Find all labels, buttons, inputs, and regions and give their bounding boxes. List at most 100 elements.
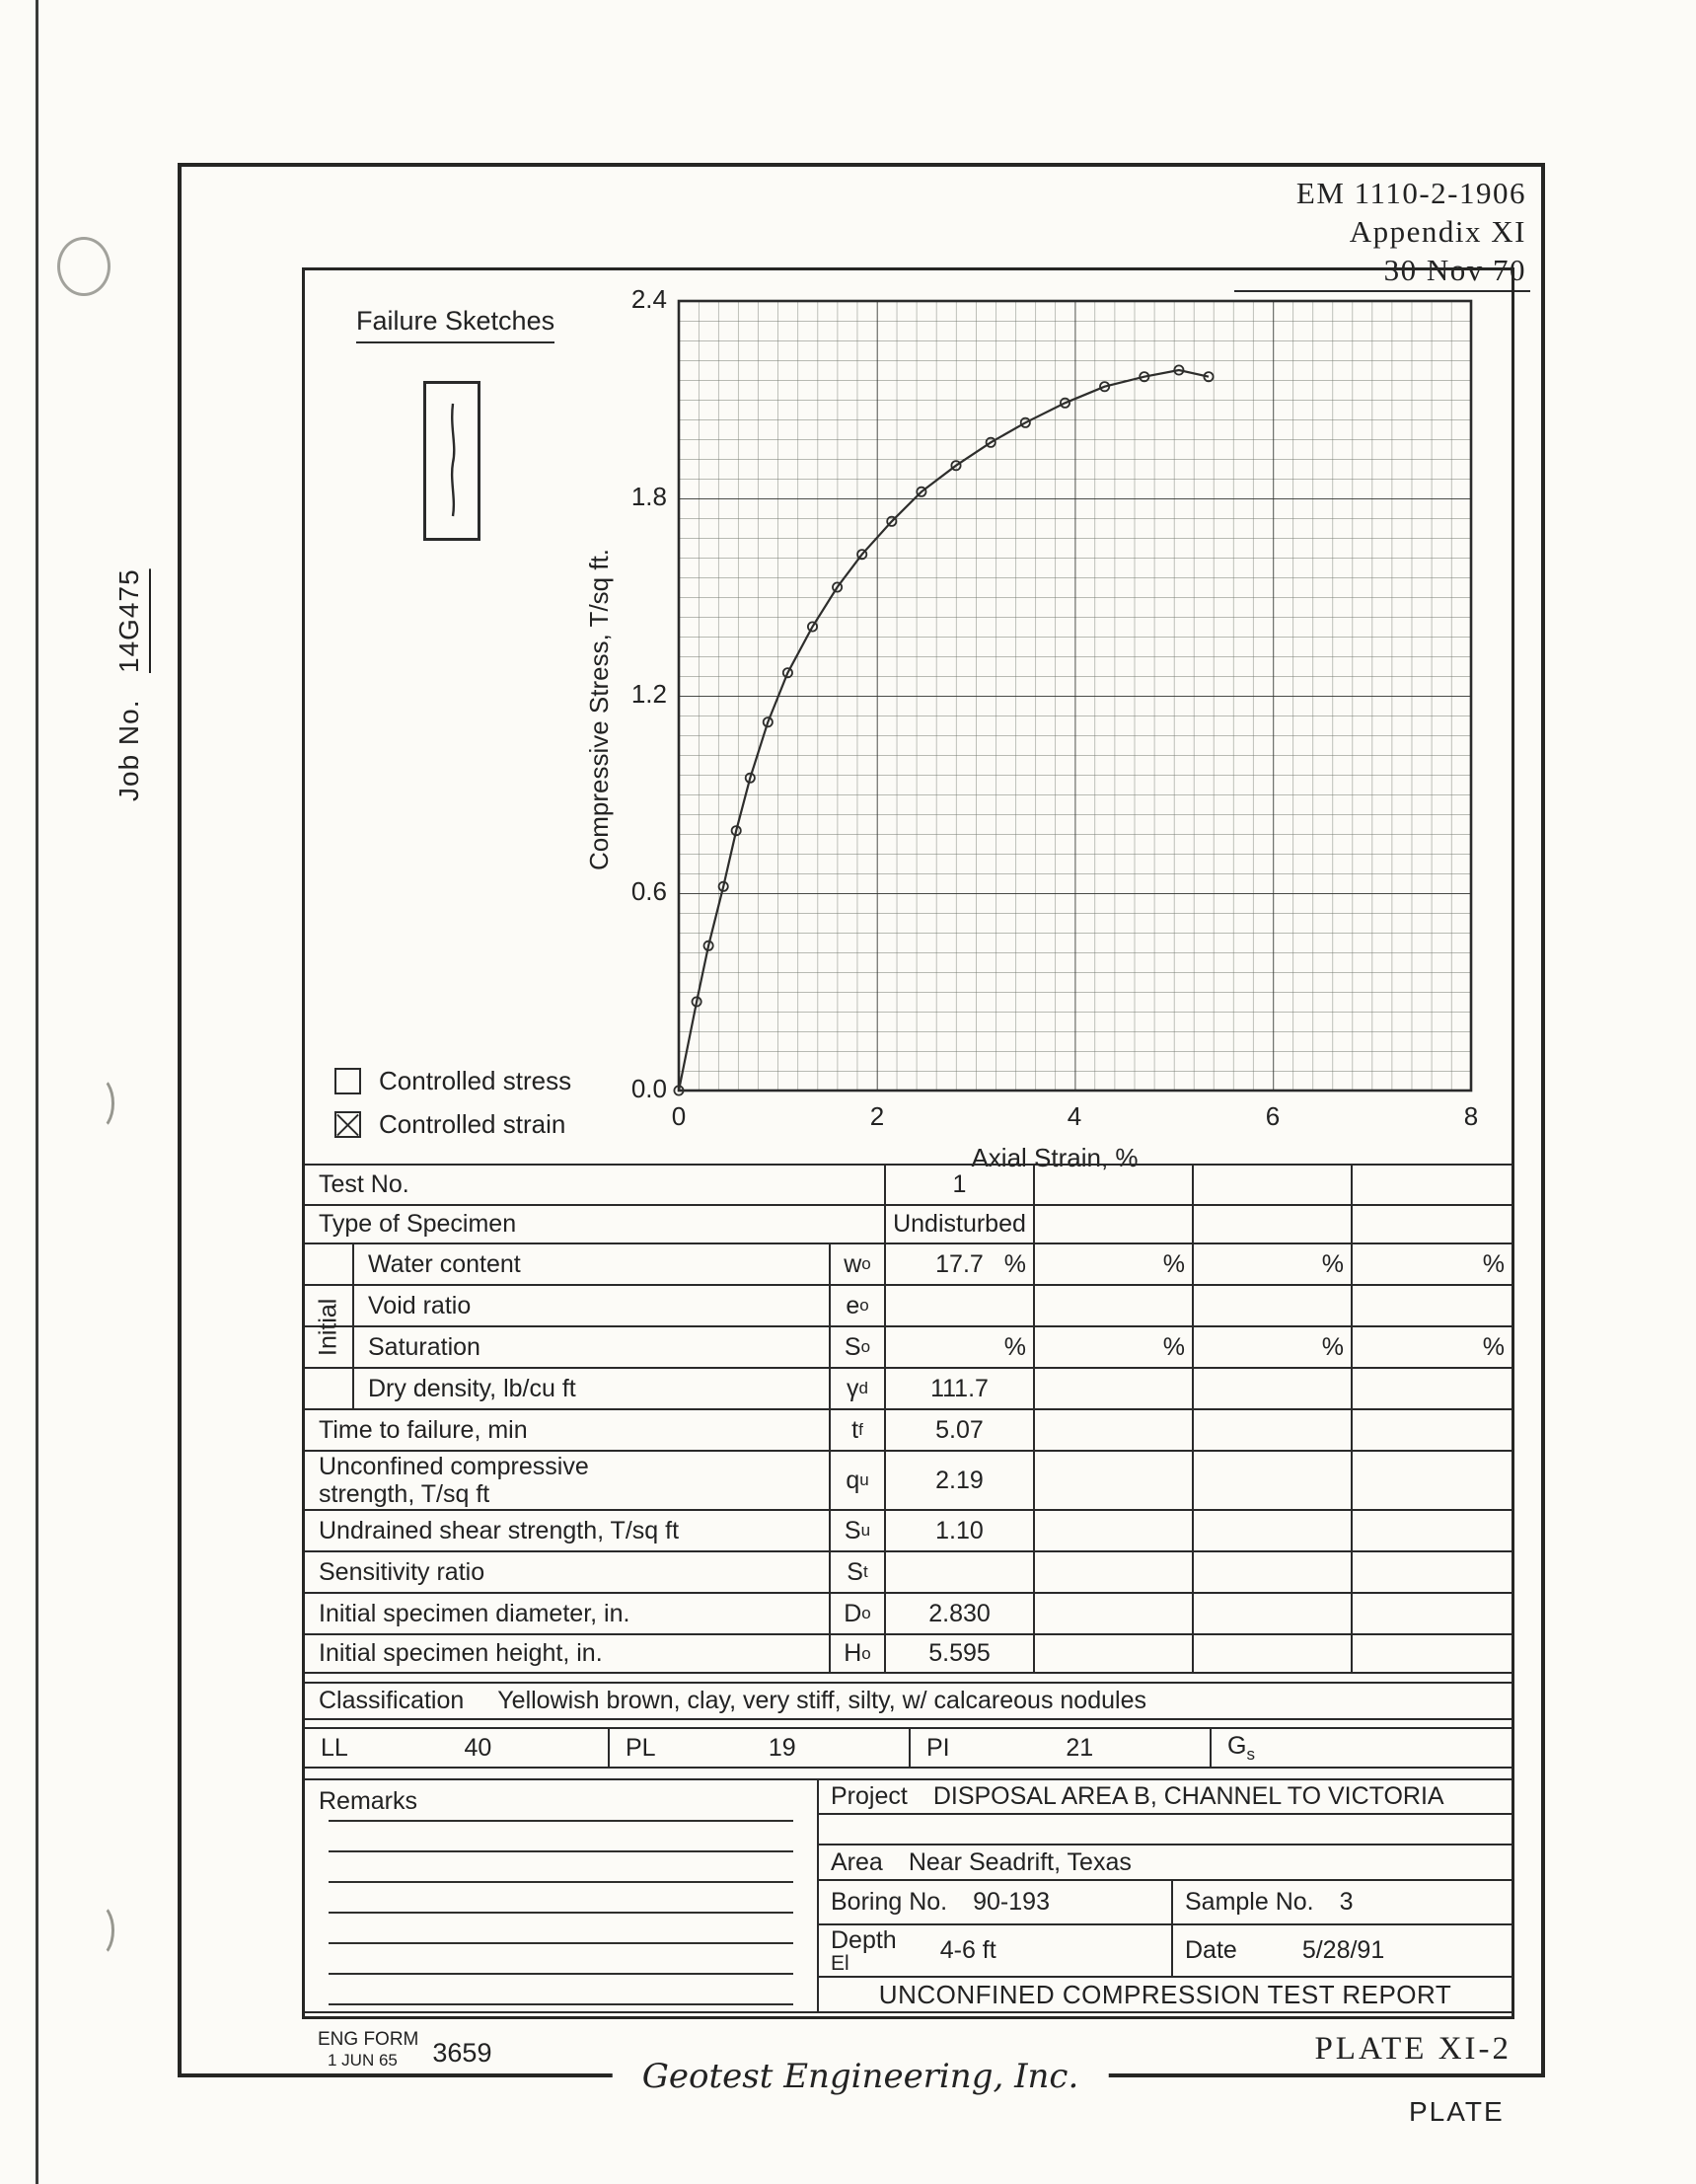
value-cell: % xyxy=(1033,1244,1192,1284)
value-cell xyxy=(1033,1369,1192,1408)
classification-value: Yellowish brown, clay, very stiff, silty… xyxy=(497,1687,1146,1714)
value-cell xyxy=(884,1286,1033,1325)
plate-corner-label: PLATE xyxy=(1409,2096,1505,2127)
row-label: Sensitivity ratio xyxy=(319,1557,485,1586)
value-cell: 2.830 xyxy=(884,1594,1033,1633)
classification-label: Classification xyxy=(319,1687,465,1714)
scan-edge-line xyxy=(36,0,38,2184)
row-label: Time to failure, min xyxy=(319,1415,528,1444)
row-label: Undrained shear strength, T/sq ft xyxy=(319,1516,680,1544)
value-cell xyxy=(1351,1206,1512,1243)
y-tick-label: 2.4 xyxy=(631,284,667,314)
value-cell xyxy=(1351,1369,1512,1408)
failure-sketch-specimen xyxy=(423,381,480,541)
value-cell xyxy=(1192,1594,1351,1633)
y-axis-title: Compressive Stress, T/sq ft. xyxy=(584,549,614,870)
appendix-label: Appendix XI xyxy=(1349,214,1526,250)
ruled-line xyxy=(329,1850,793,1852)
x-tick-label: 0 xyxy=(672,1101,686,1131)
stress-strain-chart: 2.4 1.8 1.2 0.6 0.0 0 2 4 6 8 Axial Stra… xyxy=(584,284,1478,1172)
value-cell xyxy=(1033,1410,1192,1450)
project-blank-row xyxy=(819,1815,1512,1845)
eng-form-block: ENG FORM 1 JUN 65 3659 xyxy=(318,2029,491,2070)
punch-hole-icon xyxy=(81,1903,114,1958)
value-cell xyxy=(1033,1552,1192,1592)
punch-hole-icon xyxy=(57,237,111,296)
x-tick-label: 8 xyxy=(1464,1101,1478,1131)
value-cell xyxy=(1351,1286,1512,1325)
ruled-line xyxy=(329,1881,793,1883)
atterberg-row: LL 40 PL 19 PI 21 Gs xyxy=(305,1727,1512,1769)
value-cell xyxy=(1033,1206,1192,1243)
value-cell: % xyxy=(1192,1244,1351,1284)
value-cell: % xyxy=(1351,1244,1512,1284)
report-title: UNCONFINED COMPRESSION TEST REPORT xyxy=(878,1979,1452,2009)
ruled-line xyxy=(329,2003,793,2005)
value-cell xyxy=(1192,1552,1351,1592)
row-label: Initial specimen height, in. xyxy=(319,1639,603,1667)
failure-sketches-title: Failure Sketches xyxy=(356,306,555,343)
value-cell xyxy=(1351,1552,1512,1592)
gs-cell: Gs xyxy=(1210,1729,1512,1767)
table-row-test-no: Test No. 1 xyxy=(305,1166,1512,1206)
y-tick-label: 0.6 xyxy=(631,876,667,906)
ruled-line xyxy=(329,1942,793,1944)
x-tick-label: 2 xyxy=(870,1101,884,1131)
value-cell: 111.7 xyxy=(884,1369,1033,1408)
value-cell: % xyxy=(1351,1327,1512,1367)
value-cell xyxy=(1192,1206,1351,1243)
row-label: Void ratio xyxy=(352,1286,829,1325)
project-row: Project DISPOSAL AREA B, CHANNEL TO VICT… xyxy=(819,1780,1512,1815)
ruled-line xyxy=(329,1820,793,1822)
row-label: Type of Specimen xyxy=(319,1210,517,1238)
value-cell: 1 xyxy=(884,1166,1033,1204)
value-cell xyxy=(1033,1166,1192,1204)
sample-cell: Sample No. 3 xyxy=(1171,1881,1512,1923)
y-tick-label: 1.8 xyxy=(631,482,667,511)
value-cell xyxy=(1192,1511,1351,1550)
value-cell: 2.19 xyxy=(884,1452,1033,1509)
x-tick-label: 6 xyxy=(1266,1101,1280,1131)
remarks-project-section: Remarks Project DISPOSAL AREA B, CHANNEL… xyxy=(305,1778,1512,2013)
value-cell: % xyxy=(1033,1327,1192,1367)
table-row-unconfined-strength: Unconfined compressive strength, T/sq ft… xyxy=(305,1452,1512,1511)
ruled-line xyxy=(329,1912,793,1914)
date-cell: Date 5/28/91 xyxy=(1171,1925,1512,1976)
stress-strain-curve xyxy=(673,364,1215,1096)
ruled-line xyxy=(329,1973,793,1975)
project-box: Project DISPOSAL AREA B, CHANNEL TO VICT… xyxy=(819,1780,1512,2011)
x-tick-label: 4 xyxy=(1068,1101,1081,1131)
area-row: Area Near Seadrift, Texas xyxy=(819,1845,1512,1881)
eng-form-label: ENG FORM xyxy=(318,2029,419,2050)
legend-controlled-strain: Controlled strain xyxy=(334,1109,565,1140)
value-cell: Undisturbed xyxy=(884,1206,1033,1243)
row-label: Water content xyxy=(352,1244,829,1284)
value-cell xyxy=(1192,1286,1351,1325)
classification-row: Classification Yellowish brown, clay, ve… xyxy=(305,1682,1512,1720)
pl-cell: PL 19 xyxy=(608,1729,909,1767)
table-row-specimen-type: Type of Specimen Undisturbed xyxy=(305,1206,1512,1244)
value-cell: % xyxy=(1192,1327,1351,1367)
value-cell xyxy=(1033,1452,1192,1509)
eng-form-number: 3659 xyxy=(432,2038,492,2068)
plate-number: PLATE XI-2 xyxy=(1314,2031,1512,2067)
row-label: Dry density, lb/cu ft xyxy=(352,1369,829,1408)
doc-reference: EM 1110-2-1906 xyxy=(1295,176,1526,210)
boring-cell: Boring No. 90-193 xyxy=(831,1888,1050,1916)
value-cell xyxy=(1033,1286,1192,1325)
value-cell xyxy=(1033,1635,1192,1672)
value-cell: 5.595 xyxy=(884,1635,1033,1672)
